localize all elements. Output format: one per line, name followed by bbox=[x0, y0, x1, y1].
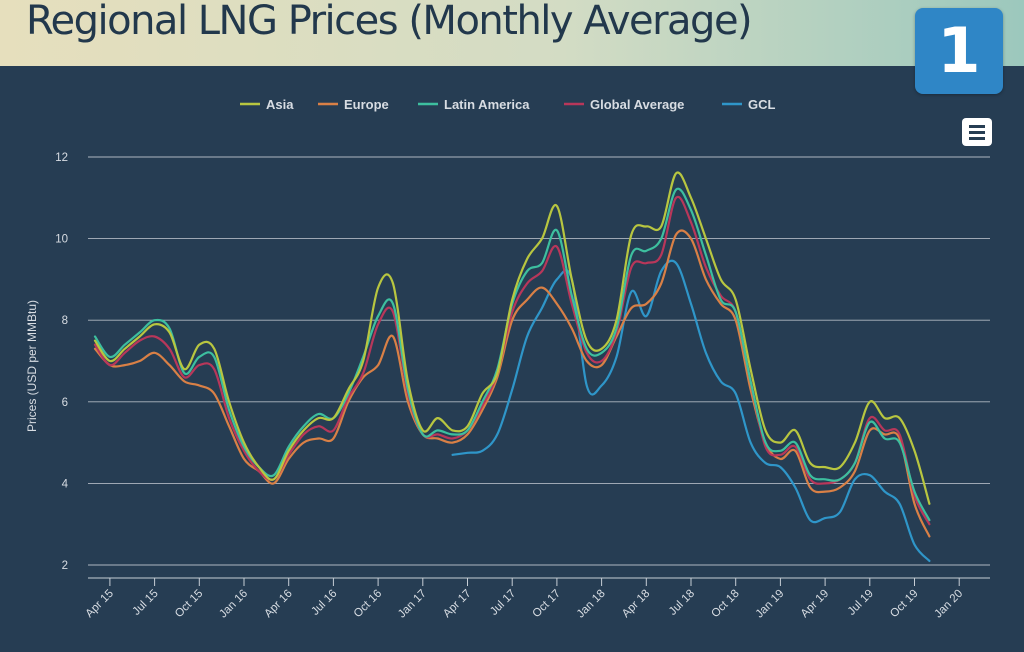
y-tick-label: 4 bbox=[62, 478, 69, 490]
legend-item-europe[interactable]: Europe bbox=[344, 97, 389, 112]
legend-item-gcl[interactable]: GCL bbox=[748, 97, 776, 112]
x-tick-label: Jan 19 bbox=[754, 588, 787, 621]
y-tick-label: 10 bbox=[55, 234, 68, 246]
y-tick-label: 8 bbox=[62, 315, 68, 327]
x-tick-label: Oct 15 bbox=[173, 588, 205, 620]
x-tick-label: Apr 19 bbox=[799, 588, 831, 620]
x-tick-label: Oct 18 bbox=[709, 588, 741, 620]
x-tick-label: Apr 18 bbox=[620, 588, 652, 620]
legend-item-asia[interactable]: Asia bbox=[266, 97, 294, 112]
y-tick-label: 6 bbox=[62, 397, 68, 409]
y-tick-label: 2 bbox=[62, 560, 68, 572]
x-tick-label: Jan 17 bbox=[396, 588, 429, 621]
x-tick-label: Jan 16 bbox=[217, 588, 250, 621]
x-tick-label: Jul 17 bbox=[488, 588, 518, 618]
legend-item-latin-america[interactable]: Latin America bbox=[444, 97, 530, 112]
x-tick-label: Apr 17 bbox=[441, 588, 473, 620]
y-tick-label: 12 bbox=[55, 152, 68, 164]
x-tick-label: Oct 19 bbox=[888, 588, 920, 620]
x-tick-label: Oct 17 bbox=[531, 588, 563, 620]
page-title: Regional LNG Prices (Monthly Average) bbox=[26, 0, 753, 44]
x-tick-label: Apr 16 bbox=[262, 588, 294, 620]
series-line-europe bbox=[93, 229, 931, 538]
x-tick-label: Jan 20 bbox=[932, 588, 965, 621]
x-tick-label: Oct 16 bbox=[352, 588, 384, 620]
x-tick-label: Jul 15 bbox=[131, 588, 161, 618]
series-line-gcl bbox=[451, 259, 931, 562]
series-line-global-average bbox=[93, 195, 931, 526]
header-banner: Regional LNG Prices (Monthly Average) bbox=[0, 0, 1024, 66]
hamburger-menu-icon[interactable] bbox=[962, 118, 992, 146]
y-axis-title: Prices (USD per MMBtu) bbox=[25, 300, 39, 432]
x-tick-label: Apr 15 bbox=[84, 588, 116, 620]
number-badge: 1 bbox=[915, 8, 1003, 94]
x-tick-label: Jul 16 bbox=[309, 588, 339, 618]
x-tick-label: Jul 19 bbox=[846, 588, 876, 618]
x-tick-label: Jan 18 bbox=[575, 588, 608, 621]
series-line-asia bbox=[93, 171, 931, 505]
x-tick-label: Jul 18 bbox=[667, 588, 697, 618]
legend-item-global-average[interactable]: Global Average bbox=[590, 97, 684, 112]
